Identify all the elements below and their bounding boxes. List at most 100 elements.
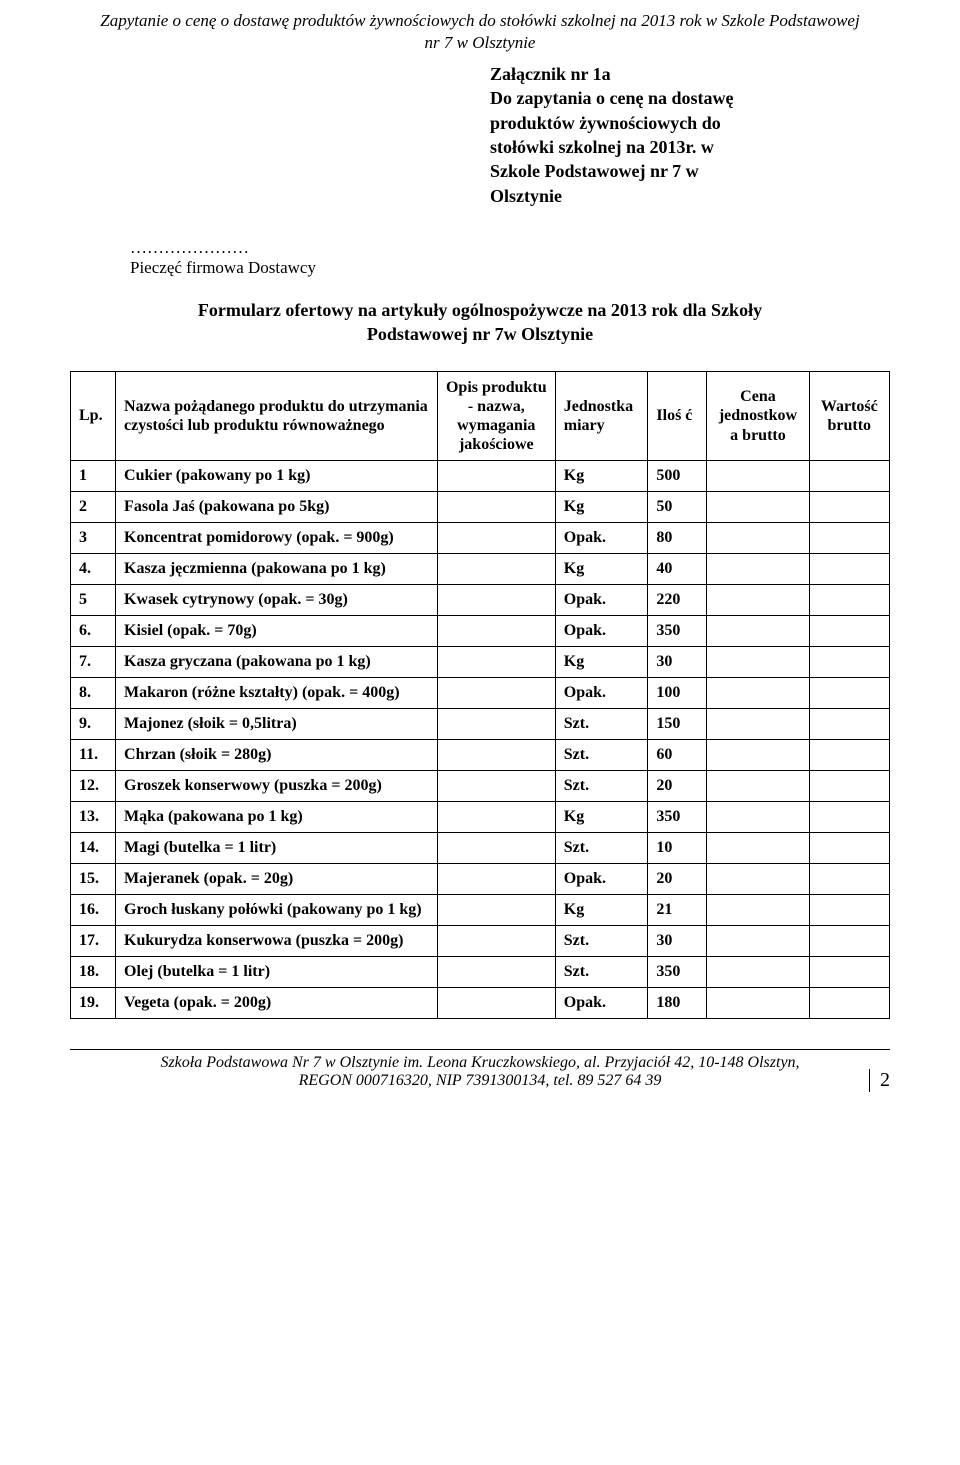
col-val: Wartość brutto [809, 371, 889, 461]
table-row: 4.Kasza jęczmienna (pakowana po 1 kg)Kg4… [71, 554, 890, 585]
table-row: 5Kwasek cytrynowy (opak. = 30g) Opak.220 [71, 585, 890, 616]
cell-unit: Szt. [555, 833, 648, 864]
cell-price [707, 740, 809, 771]
cell-opis [437, 864, 555, 895]
products-table: Lp. Nazwa pożądanego produktu do utrzyma… [70, 371, 890, 1020]
table-row: 2Fasola Jaś (pakowana po 5kg)Kg50 [71, 492, 890, 523]
cell-name: Olej (butelka = 1 litr) [116, 957, 438, 988]
cell-qty: 220 [648, 585, 707, 616]
cell-name: Cukier (pakowany po 1 kg) [116, 461, 438, 492]
cell-price [707, 523, 809, 554]
form-title-line2: Podstawowej nr 7w Olsztynie [367, 324, 593, 344]
cell-qty: 80 [648, 523, 707, 554]
cell-unit: Kg [555, 554, 648, 585]
cell-price [707, 585, 809, 616]
cell-name: Kwasek cytrynowy (opak. = 30g) [116, 585, 438, 616]
cell-price [707, 802, 809, 833]
cell-name: Kukurydza konserwowa (puszka = 200g) [116, 926, 438, 957]
cell-unit: Opak. [555, 678, 648, 709]
cell-qty: 40 [648, 554, 707, 585]
cell-lp: 7. [71, 647, 116, 678]
cell-name: Vegeta (opak. = 200g) [116, 988, 438, 1019]
header-line2: nr 7 w Olsztynie [425, 33, 536, 52]
attachment-block: Załącznik nr 1a Do zapytania o cenę na d… [490, 62, 890, 208]
col-lp: Lp. [71, 371, 116, 461]
cell-lp: 4. [71, 554, 116, 585]
cell-qty: 60 [648, 740, 707, 771]
cell-qty: 350 [648, 957, 707, 988]
cell-val [809, 647, 889, 678]
cell-val [809, 678, 889, 709]
cell-lp: 5 [71, 585, 116, 616]
cell-opis [437, 585, 555, 616]
cell-name: Chrzan (słoik = 280g) [116, 740, 438, 771]
cell-qty: 50 [648, 492, 707, 523]
cell-opis [437, 740, 555, 771]
cell-qty: 350 [648, 802, 707, 833]
table-row: 3Koncentrat pomidorowy (opak. = 900g)Opa… [71, 523, 890, 554]
cell-unit: Kg [555, 647, 648, 678]
cell-price [707, 461, 809, 492]
cell-opis [437, 771, 555, 802]
cell-unit: Kg [555, 895, 648, 926]
document-page: Zapytanie o cenę o dostawę produktów żyw… [0, 0, 960, 1120]
table-header-row: Lp. Nazwa pożądanego produktu do utrzyma… [71, 371, 890, 461]
table-row: 12.Groszek konserwowy (puszka = 200g)Szt… [71, 771, 890, 802]
cell-unit: Kg [555, 461, 648, 492]
attachment-line5: Olsztynie [490, 186, 562, 206]
table-row: 17.Kukurydza konserwowa (puszka = 200g)S… [71, 926, 890, 957]
footer-line2: REGON 000716320, NIP 7391300134, tel. 89… [299, 1072, 662, 1089]
col-unit: Jednostka miary [555, 371, 648, 461]
cell-price [707, 926, 809, 957]
cell-name: Fasola Jaś (pakowana po 5kg) [116, 492, 438, 523]
cell-val [809, 492, 889, 523]
cell-lp: 3 [71, 523, 116, 554]
cell-qty: 20 [648, 864, 707, 895]
cell-price [707, 554, 809, 585]
cell-val [809, 864, 889, 895]
cell-unit: Szt. [555, 771, 648, 802]
cell-lp: 2 [71, 492, 116, 523]
cell-lp: 6. [71, 616, 116, 647]
cell-price [707, 678, 809, 709]
cell-opis [437, 957, 555, 988]
cell-opis [437, 678, 555, 709]
stamp-label: Pieczęć firmowa Dostawcy [130, 258, 316, 277]
cell-lp: 18. [71, 957, 116, 988]
table-row: 7.Kasza gryczana (pakowana po 1 kg)Kg30 [71, 647, 890, 678]
cell-opis [437, 926, 555, 957]
table-row: 9.Majonez (słoik = 0,5litra)Szt.150 [71, 709, 890, 740]
cell-unit: Opak. [555, 864, 648, 895]
cell-price [707, 616, 809, 647]
cell-unit: Opak. [555, 585, 648, 616]
cell-val [809, 771, 889, 802]
cell-name: Koncentrat pomidorowy (opak. = 900g) [116, 523, 438, 554]
cell-unit: Szt. [555, 957, 648, 988]
cell-unit: Szt. [555, 709, 648, 740]
cell-lp: 8. [71, 678, 116, 709]
table-row: 8.Makaron (różne kształty) (opak. = 400g… [71, 678, 890, 709]
stamp-block: ………………… Pieczęć firmowa Dostawcy [130, 238, 890, 278]
page-header: Zapytanie o cenę o dostawę produktów żyw… [70, 10, 890, 54]
footer-line1: Szkoła Podstawowa Nr 7 w Olsztynie im. L… [160, 1054, 799, 1071]
cell-opis [437, 554, 555, 585]
cell-opis [437, 492, 555, 523]
cell-name: Groch łuskany połówki (pakowany po 1 kg) [116, 895, 438, 926]
table-row: 6.Kisiel (opak. = 70g)Opak.350 [71, 616, 890, 647]
cell-name: Majonez (słoik = 0,5litra) [116, 709, 438, 740]
cell-price [707, 957, 809, 988]
table-row: 14.Magi (butelka = 1 litr)Szt.10 [71, 833, 890, 864]
cell-val [809, 926, 889, 957]
cell-price [707, 988, 809, 1019]
cell-val [809, 957, 889, 988]
table-row: 18.Olej (butelka = 1 litr) Szt.350 [71, 957, 890, 988]
table-row: 19.Vegeta (opak. = 200g)Opak.180 [71, 988, 890, 1019]
cell-name: Groszek konserwowy (puszka = 200g) [116, 771, 438, 802]
cell-price [707, 492, 809, 523]
stamp-dots: ………………… [130, 238, 249, 257]
cell-opis [437, 647, 555, 678]
cell-val [809, 554, 889, 585]
cell-val [809, 740, 889, 771]
cell-unit: Kg [555, 802, 648, 833]
cell-val [809, 802, 889, 833]
